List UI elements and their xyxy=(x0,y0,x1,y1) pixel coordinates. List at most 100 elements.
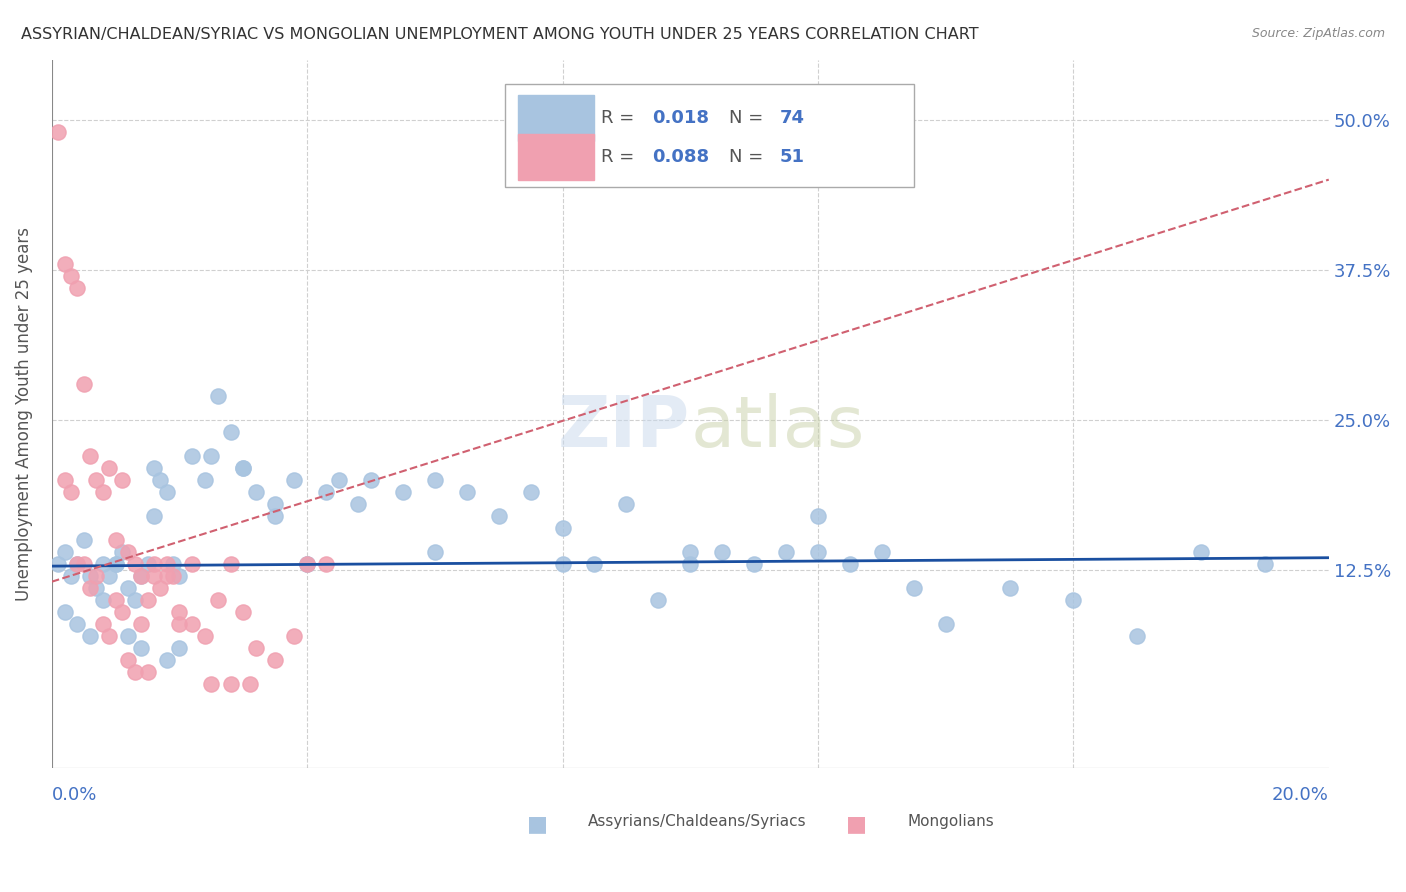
Point xyxy=(156,557,179,571)
Point xyxy=(149,581,172,595)
Text: 20.0%: 20.0% xyxy=(1272,786,1329,804)
Text: R =: R = xyxy=(600,147,640,166)
Point xyxy=(91,616,114,631)
FancyBboxPatch shape xyxy=(517,134,595,180)
Point xyxy=(245,484,267,499)
Point xyxy=(136,665,159,679)
Point xyxy=(583,557,606,571)
Point xyxy=(79,568,101,582)
Text: 0.088: 0.088 xyxy=(652,147,709,166)
Point xyxy=(775,545,797,559)
Text: 51: 51 xyxy=(780,147,804,166)
Point xyxy=(519,484,541,499)
Point xyxy=(283,473,305,487)
Point xyxy=(124,592,146,607)
Point xyxy=(53,473,76,487)
Point xyxy=(91,592,114,607)
Point xyxy=(142,460,165,475)
Point xyxy=(347,497,370,511)
Point xyxy=(129,640,152,655)
Point xyxy=(245,640,267,655)
Point xyxy=(59,484,82,499)
Point xyxy=(156,653,179,667)
Point xyxy=(111,605,134,619)
Point xyxy=(117,545,139,559)
Point xyxy=(104,533,127,547)
Point xyxy=(104,557,127,571)
Point xyxy=(219,557,242,571)
Point xyxy=(156,484,179,499)
Point xyxy=(91,484,114,499)
Point xyxy=(315,484,337,499)
Point xyxy=(66,616,89,631)
Point xyxy=(181,616,204,631)
Point xyxy=(91,557,114,571)
Point xyxy=(98,568,121,582)
Point xyxy=(136,592,159,607)
Point xyxy=(239,677,262,691)
Point xyxy=(136,557,159,571)
Point xyxy=(264,508,287,523)
Point xyxy=(162,557,184,571)
Text: R =: R = xyxy=(600,109,640,127)
Point xyxy=(53,545,76,559)
Point xyxy=(149,473,172,487)
Point xyxy=(551,557,574,571)
Point xyxy=(86,473,108,487)
Point xyxy=(156,568,179,582)
Point xyxy=(86,568,108,582)
Point xyxy=(98,629,121,643)
Point xyxy=(207,592,229,607)
Point xyxy=(46,125,69,139)
Point xyxy=(66,280,89,294)
Point xyxy=(295,557,318,571)
Point xyxy=(742,557,765,571)
Point xyxy=(283,629,305,643)
Point xyxy=(169,605,191,619)
Point xyxy=(1126,629,1149,643)
Point xyxy=(315,557,337,571)
Point xyxy=(104,592,127,607)
Point xyxy=(129,568,152,582)
Point xyxy=(59,268,82,283)
Point xyxy=(98,460,121,475)
FancyBboxPatch shape xyxy=(505,85,914,187)
Point xyxy=(117,629,139,643)
Point xyxy=(73,557,96,571)
Point xyxy=(456,484,478,499)
Point xyxy=(194,629,217,643)
Text: N =: N = xyxy=(728,109,769,127)
Point xyxy=(488,508,510,523)
Point xyxy=(207,389,229,403)
Point xyxy=(903,581,925,595)
Point xyxy=(124,665,146,679)
Point xyxy=(104,557,127,571)
Point xyxy=(169,616,191,631)
Point xyxy=(169,640,191,655)
Point xyxy=(162,568,184,582)
Text: N =: N = xyxy=(728,147,769,166)
Point xyxy=(679,545,702,559)
Point xyxy=(200,449,222,463)
Point xyxy=(392,484,415,499)
Point xyxy=(711,545,734,559)
Text: 0.0%: 0.0% xyxy=(52,786,97,804)
Point xyxy=(998,581,1021,595)
Point xyxy=(142,557,165,571)
Point xyxy=(423,545,446,559)
Point xyxy=(142,568,165,582)
Point xyxy=(73,533,96,547)
Point xyxy=(807,545,830,559)
Text: 74: 74 xyxy=(780,109,804,127)
Point xyxy=(46,557,69,571)
Point xyxy=(129,616,152,631)
Point xyxy=(219,425,242,439)
Point xyxy=(53,257,76,271)
Point xyxy=(86,581,108,595)
Point xyxy=(1189,545,1212,559)
Point xyxy=(423,473,446,487)
Text: Source: ZipAtlas.com: Source: ZipAtlas.com xyxy=(1251,27,1385,40)
Point xyxy=(79,629,101,643)
Point xyxy=(647,592,669,607)
Point xyxy=(232,460,254,475)
